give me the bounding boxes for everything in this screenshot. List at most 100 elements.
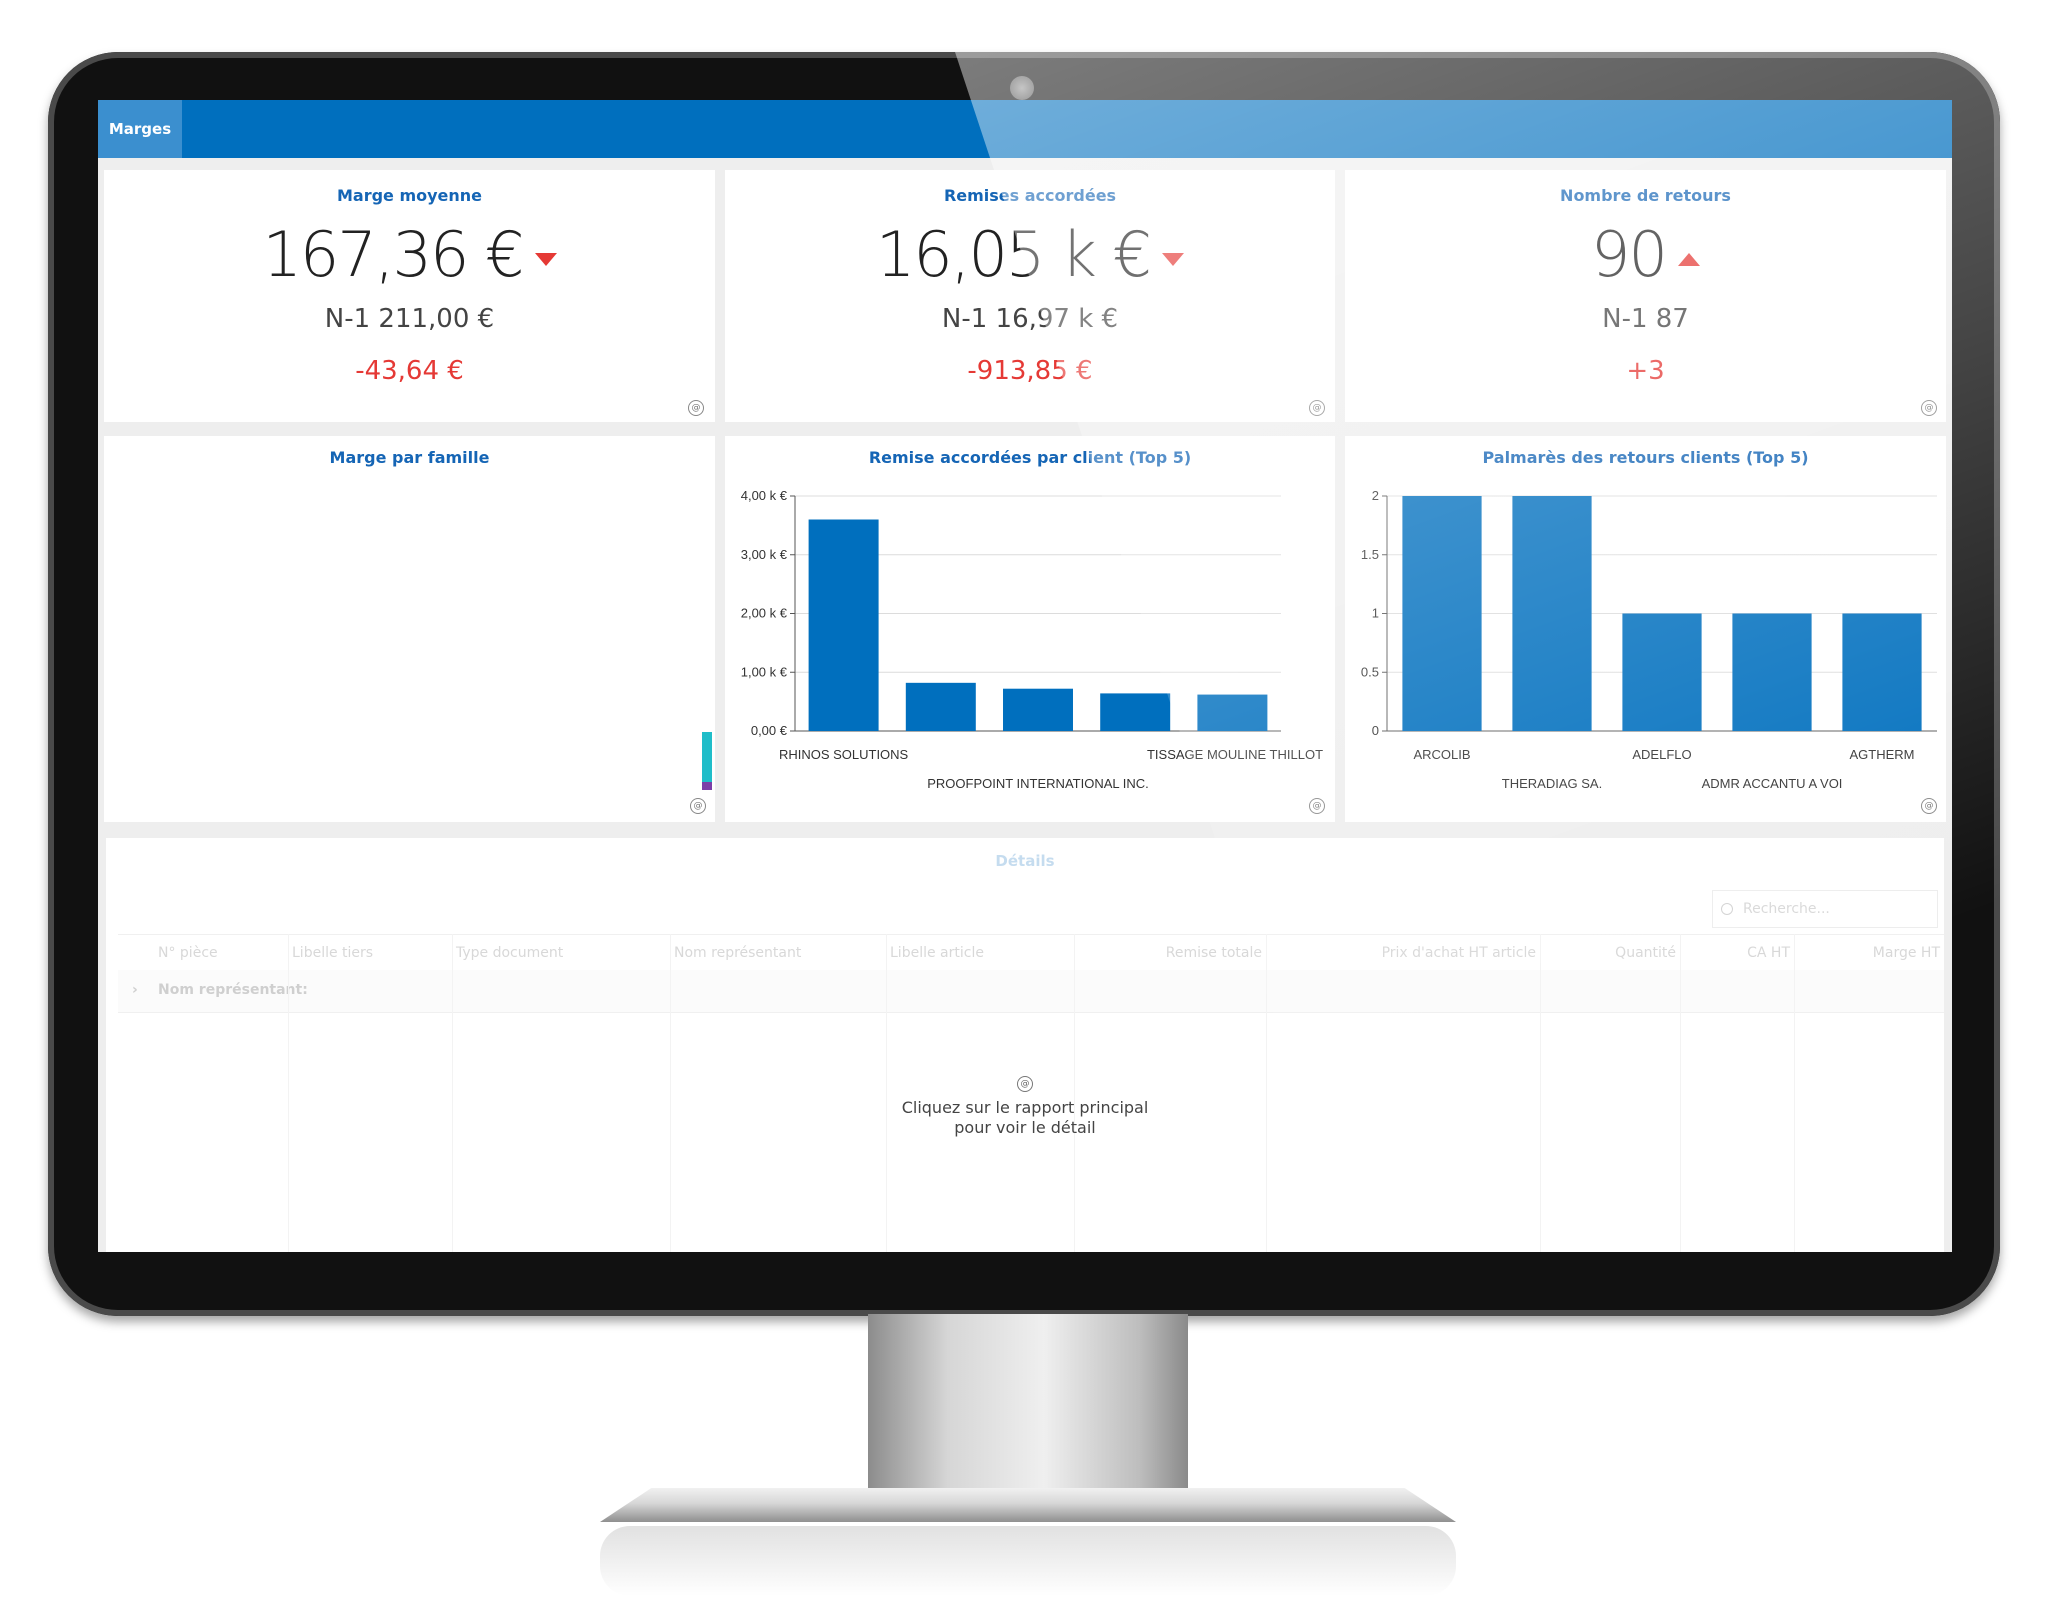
zoom-icon[interactable]: @ [1309, 400, 1325, 416]
search-icon [1721, 903, 1733, 915]
zoom-icon: @ [1017, 1076, 1033, 1092]
treemap-cell-maintenance[interactable]: Maintenance [452, 485, 540, 499]
grid-divider [670, 934, 671, 1252]
bar[interactable] [1100, 693, 1171, 731]
kpi-value-text: 167,36 € [262, 218, 524, 291]
treemap-cell-logiciel[interactable]: Logiciel [612, 637, 665, 651]
y-tick-label: 3,00 k € [741, 547, 788, 562]
y-tick-label: 4,00 k € [741, 488, 788, 503]
chart-title: Palmarès des retours clients (Top 5) [1482, 448, 1809, 467]
kpi-previous: N-1 16,97 k € [941, 304, 1119, 334]
grid-divider [1794, 934, 1795, 1252]
top-bar: Marges [98, 100, 1952, 158]
chart-card-retours-clients[interactable]: Palmarès des retours clients (Top 5) 0 0.… [1345, 436, 1946, 822]
monitor-stand-neck [868, 1314, 1188, 1502]
grid-divider [1074, 934, 1075, 1252]
x-tick-label: RHINOS SOLUTIONS [779, 747, 909, 762]
treemap-cell-small-2[interactable] [702, 782, 712, 790]
bar[interactable] [1842, 613, 1922, 732]
group-label: Nom représentant: [158, 982, 308, 998]
y-tick-label: 2 [1372, 488, 1379, 503]
monitor-stand-base [600, 1488, 1456, 1522]
y-tick-label: 1 [1372, 606, 1379, 621]
bar[interactable] [1402, 496, 1482, 731]
bar[interactable] [808, 519, 879, 732]
kpi-previous: N-1 211,00 € [324, 304, 495, 334]
column-header-remise-totale[interactable]: Remise totale [1165, 945, 1262, 961]
y-tick-label: 0 [1372, 723, 1379, 738]
kpi-difference: -913,85 € [967, 356, 1093, 386]
grid-divider [886, 934, 887, 1252]
kpi-card-remises-accordees[interactable]: Remises accordées 16,05 k € N-1 16,97 k … [725, 170, 1335, 422]
y-tick-label: 2,00 k € [741, 606, 788, 621]
kpi-card-nombre-retours[interactable]: Nombre de retours 90 N-1 87 +3 @ [1345, 170, 1946, 422]
grid-divider [288, 934, 289, 1252]
bar[interactable] [1003, 688, 1073, 731]
tab-marges[interactable]: Marges [98, 100, 182, 158]
column-header-libelle-tiers[interactable]: Libelle tiers [292, 945, 374, 961]
trend-down-icon [1162, 252, 1185, 266]
stand-reflection [600, 1526, 1456, 1596]
kpi-value: 167,36 € [104, 218, 715, 291]
zoom-icon[interactable]: @ [1921, 400, 1937, 416]
chart-card-marge-par-famille[interactable]: Marge par famille Matériel Maintenance P… [104, 436, 715, 822]
kpi-value-text: 90 [1591, 218, 1668, 291]
column-header-nom-representant[interactable]: Nom représentant [674, 945, 802, 961]
column-header-piece[interactable]: N° pièce [158, 945, 218, 961]
bar[interactable] [1197, 694, 1268, 731]
x-tick-label: ADMR ACCANTU A VOI [1702, 776, 1843, 791]
bar[interactable] [1732, 613, 1812, 732]
x-tick-label: TISSAGE MOULINE THILLOT [1147, 747, 1323, 762]
chart-title: Marge par famille [329, 448, 490, 467]
zoom-icon[interactable]: @ [1309, 798, 1325, 814]
x-tick-label: ADELFLO [1632, 747, 1691, 762]
empty-state: @ Cliquez sur le rapport principal pour … [106, 1076, 1944, 1138]
chart-card-remises-par-client[interactable]: Remise accordées par client (Top 5) 0,00… [725, 436, 1335, 822]
column-header-type-document[interactable]: Type document [456, 945, 564, 961]
column-header-marge-ht[interactable]: Marge HT [1872, 945, 1940, 961]
x-tick-label: AGTHERM [1850, 747, 1915, 762]
bar[interactable] [1512, 496, 1592, 731]
column-header-prix-achat[interactable]: Prix d'achat HT article [1381, 945, 1536, 961]
bar[interactable] [905, 682, 976, 731]
kpi-value: 16,05 k € [725, 218, 1335, 291]
x-tick-label: ARCOLIB [1413, 747, 1470, 762]
treemap-cell-small[interactable] [702, 732, 712, 782]
kpi-title: Marge moyenne [336, 186, 483, 205]
y-tick-label: 0,00 € [751, 723, 788, 738]
bar-chart-remises: 0,00 € 1,00 k € 2,00 k € 3,00 k € 4,00 k € RH… [741, 488, 1323, 791]
grid-divider [1266, 934, 1267, 1252]
column-header-libelle-article[interactable]: Libelle article [890, 945, 984, 961]
chevron-right-icon[interactable]: › [132, 982, 138, 998]
group-row[interactable]: › Nom représentant: [118, 970, 1944, 1013]
dashboard-screen: Marges Marge moyenne 167,36 € N-1 211,00… [98, 100, 1952, 1252]
trend-down-icon [534, 252, 557, 266]
kpi-difference: +3 [1626, 356, 1665, 386]
search-input[interactable]: Recherche... [1712, 890, 1938, 928]
bar-chart-retours: 0 0.5 1 1.5 2 ARCOLIB THERADIAG SA. ADELFLO ADMR… [1361, 488, 1937, 791]
grid-divider [1540, 934, 1541, 1252]
column-header-ca-ht[interactable]: CA HT [1747, 945, 1790, 961]
empty-line-1: Cliquez sur le rapport principal [901, 1098, 1149, 1117]
grid-divider [452, 934, 453, 1252]
x-tick-label: THERADIAG SA. [1502, 776, 1602, 791]
treemap-cell-other[interactable]: - [612, 737, 617, 751]
zoom-icon[interactable]: @ [1921, 798, 1937, 814]
x-tick-label: PROOFPOINT INTERNATIONAL INC. [927, 776, 1149, 791]
treemap-cell-materiel[interactable]: Matériel [119, 485, 176, 499]
kpi-card-marge-moyenne[interactable]: Marge moyenne 167,36 € N-1 211,00 € -43,… [104, 170, 715, 422]
treemap-cell-prestations[interactable]: Prestations [612, 485, 690, 499]
bar[interactable] [1622, 613, 1702, 732]
details-title: Détails [995, 852, 1055, 870]
search-placeholder: Recherche... [1743, 901, 1830, 917]
y-tick-label: 0.5 [1361, 664, 1379, 679]
kpi-difference: -43,64 € [355, 356, 464, 386]
kpi-previous: N-1 87 [1602, 304, 1689, 334]
trend-up-icon [1677, 252, 1700, 266]
camera-icon [1010, 76, 1034, 100]
zoom-icon[interactable]: @ [690, 798, 706, 814]
column-header-quantite[interactable]: Quantité [1615, 945, 1676, 961]
empty-line-2: pour voir le détail [954, 1118, 1096, 1137]
y-tick-label: 1,00 k € [741, 664, 788, 679]
zoom-icon[interactable]: @ [688, 400, 704, 416]
